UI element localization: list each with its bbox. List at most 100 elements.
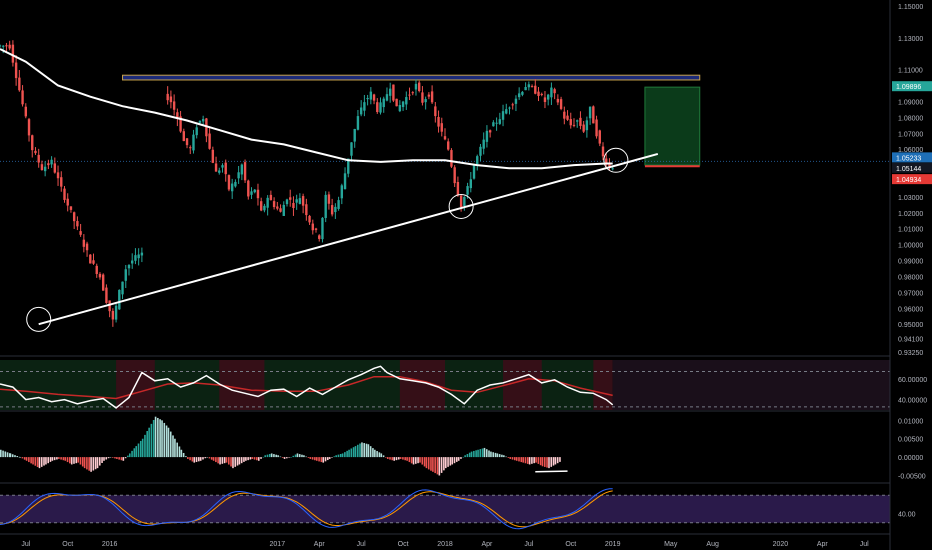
macd-bar — [533, 457, 535, 464]
macd-bar — [335, 455, 337, 458]
macd-bar — [124, 457, 127, 459]
panes-layer — [0, 355, 890, 530]
candle-body — [211, 149, 215, 163]
macd-bar — [262, 456, 265, 458]
candle-body — [356, 116, 360, 130]
macd-bar — [385, 457, 387, 458]
time-axis[interactable]: Jul Oct 2016 2017 Apr Jul Oct 2018 Apr Jul Oct 2019… — [0, 533, 890, 548]
candle-body — [508, 107, 511, 109]
candle-body — [105, 287, 108, 303]
macd-bar — [249, 457, 252, 460]
price-label-box — [892, 174, 932, 185]
macd-bar — [397, 457, 400, 460]
macd-bar — [107, 457, 110, 459]
macd-bar — [372, 448, 374, 458]
macd-bar — [127, 455, 129, 458]
price-tick-label: 0.93250 — [898, 350, 923, 357]
candle-body — [47, 163, 50, 166]
macd-bar — [404, 457, 406, 461]
candle-body — [279, 208, 282, 212]
candle-body — [247, 180, 250, 197]
macd-bar — [470, 451, 473, 458]
time-tick-label: 2019 — [605, 541, 621, 548]
macd-bar — [477, 449, 479, 458]
candle-body — [550, 87, 553, 98]
candle-body — [469, 179, 472, 189]
candle-body — [330, 205, 334, 215]
price-tick-label: 0.94100 — [898, 336, 923, 343]
macd-bar — [251, 457, 254, 459]
candle-body — [598, 130, 601, 144]
candle-body — [166, 93, 169, 101]
macd-bar — [88, 457, 90, 471]
macd-bar — [11, 454, 14, 458]
price-tick-label: 1.13000 — [898, 36, 923, 43]
candle-body — [324, 194, 327, 218]
rsi-shade — [399, 360, 445, 410]
candle-body — [337, 200, 340, 209]
candle-body — [234, 181, 237, 187]
candle-body — [243, 162, 247, 181]
macd-bar — [475, 450, 477, 458]
candle-body — [505, 109, 508, 114]
macd-bar — [253, 457, 256, 460]
candle-body — [118, 289, 121, 310]
price-tick-label: 0.98000 — [898, 274, 923, 281]
price-tick-label: 1.03000 — [898, 195, 923, 202]
candle-body — [50, 159, 53, 165]
macd-bar — [191, 457, 194, 462]
time-tick-label: Jul — [21, 541, 30, 548]
candle-body — [114, 305, 118, 320]
macd-bar — [217, 457, 219, 464]
macd-bar — [185, 456, 187, 458]
candle-body — [453, 167, 456, 184]
macd-bar — [483, 447, 486, 458]
time-tick-label: Aug — [706, 541, 719, 548]
macd-bar — [339, 453, 342, 458]
macd-bar — [148, 427, 150, 458]
candle-body — [172, 101, 176, 110]
price-tick-label: 1.15000 — [898, 4, 923, 11]
macd-bar — [309, 457, 312, 459]
macd-bar — [69, 457, 71, 464]
candle-body — [221, 165, 224, 168]
price-tick-label: 0.97000 — [898, 290, 923, 297]
candle-body — [95, 265, 98, 274]
macd-bar — [137, 443, 140, 458]
time-tick-label: Oct — [565, 541, 576, 548]
candle-body — [482, 139, 485, 149]
macd-bar — [539, 457, 542, 466]
macd-bar — [122, 457, 125, 461]
candle-body — [308, 215, 311, 223]
candle-body — [421, 92, 424, 103]
macd-bar — [4, 451, 7, 458]
macd-bar — [380, 453, 383, 458]
macd-bar — [514, 457, 516, 461]
macd-bar — [172, 435, 174, 458]
macd-bar — [180, 449, 183, 458]
macd-bar — [382, 455, 385, 458]
macd-bar — [105, 457, 108, 460]
macd-bar — [16, 456, 19, 458]
macd-bar — [234, 457, 237, 467]
price-axis[interactable]: 1.150001.130001.110001.100001.090001.080… — [889, 0, 932, 550]
macd-bar — [58, 457, 60, 459]
macd-bar — [367, 444, 370, 458]
candle-body — [37, 154, 40, 163]
macd-bar — [415, 457, 417, 464]
price-label: 1.05233 — [896, 155, 921, 162]
macd-bar — [163, 422, 166, 458]
macd-bar — [393, 457, 396, 461]
time-tick-label: 2017 — [270, 541, 286, 548]
macd-bar — [365, 443, 368, 458]
candle-body — [605, 158, 608, 165]
macd-bar — [53, 457, 56, 461]
macd-bar — [77, 457, 79, 463]
candle-body — [282, 204, 285, 216]
macd-bar — [86, 457, 88, 470]
macd-bar — [38, 457, 41, 469]
candle-body — [253, 189, 256, 193]
candle-body — [76, 221, 79, 227]
candle-body — [14, 62, 18, 79]
rsi-shade — [503, 360, 542, 410]
